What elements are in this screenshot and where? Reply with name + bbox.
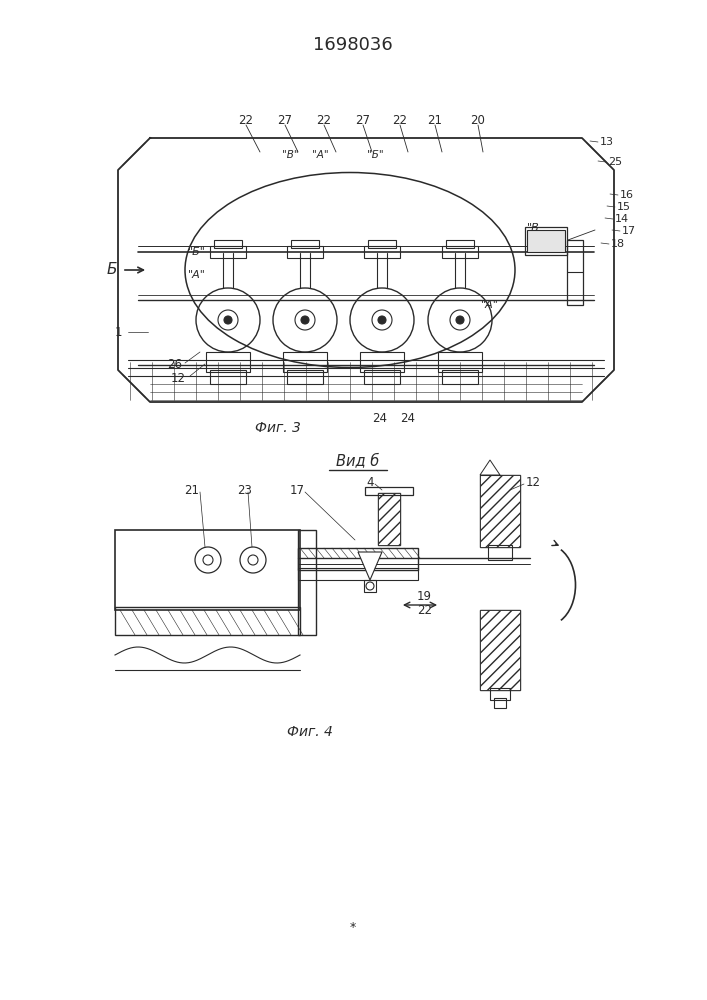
Polygon shape [480, 460, 500, 475]
Bar [438, 352, 482, 372]
Text: 23: 23 [238, 484, 252, 496]
Text: Фиг. 3: Фиг. 3 [255, 421, 301, 435]
Bar [494, 698, 506, 708]
Text: 14: 14 [615, 214, 629, 224]
Text: 1698036: 1698036 [313, 36, 393, 54]
Text: "Б": "Б" [188, 247, 206, 257]
Bar [206, 352, 250, 372]
Bar [442, 370, 478, 384]
Text: 12: 12 [526, 476, 541, 488]
Circle shape [224, 316, 232, 324]
Text: "Б": "Б" [367, 150, 383, 160]
Text: "А": "А" [188, 270, 206, 280]
Bar [298, 548, 418, 570]
Text: 12: 12 [170, 371, 185, 384]
Text: "В": "В" [281, 150, 298, 160]
Bar [364, 370, 400, 384]
Text: 25: 25 [608, 157, 622, 167]
Text: Б: Б [107, 262, 117, 277]
Text: "В: "В [527, 223, 539, 233]
Text: 4: 4 [366, 476, 374, 488]
Bar [364, 246, 400, 258]
Text: 16: 16 [620, 190, 634, 200]
Text: 27: 27 [278, 113, 293, 126]
Text: "А": "А" [481, 300, 499, 310]
Polygon shape [358, 552, 382, 580]
Bar [298, 530, 316, 635]
Circle shape [378, 316, 386, 324]
Text: 15: 15 [617, 202, 631, 212]
Bar [287, 246, 323, 258]
Bar [446, 240, 474, 248]
Text: 24: 24 [400, 412, 416, 424]
Bar [115, 607, 300, 635]
Text: "А": "А" [312, 150, 328, 160]
Text: 21: 21 [185, 484, 199, 496]
Bar [210, 246, 246, 258]
Text: Фиг. 4: Фиг. 4 [287, 725, 333, 739]
Bar [480, 475, 520, 547]
Bar [291, 240, 319, 248]
Text: 27: 27 [356, 113, 370, 126]
Bar [567, 240, 583, 305]
Bar [480, 610, 520, 690]
Bar [378, 493, 400, 545]
Bar [115, 530, 300, 610]
Text: 22: 22 [392, 113, 407, 126]
Bar [214, 240, 242, 248]
Text: 20: 20 [471, 113, 486, 126]
Circle shape [456, 316, 464, 324]
Bar [283, 352, 327, 372]
Bar [525, 227, 567, 255]
Text: 13: 13 [600, 137, 614, 147]
Text: Вид б: Вид б [337, 453, 380, 468]
Text: 22: 22 [317, 113, 332, 126]
Text: 21: 21 [428, 113, 443, 126]
Bar [364, 580, 376, 592]
Bar [368, 240, 396, 248]
Bar [298, 568, 418, 580]
Bar [210, 370, 246, 384]
Text: *: * [350, 922, 356, 934]
Text: 24: 24 [373, 412, 387, 424]
Bar [360, 352, 404, 372]
Bar [287, 370, 323, 384]
Text: 26: 26 [168, 359, 182, 371]
Text: 19: 19 [417, 590, 432, 603]
Text: 1: 1 [115, 326, 122, 338]
Circle shape [301, 316, 309, 324]
Text: 22: 22 [417, 603, 432, 616]
Bar [442, 246, 478, 258]
Text: 18: 18 [611, 239, 625, 249]
Bar [527, 230, 565, 252]
Bar [365, 487, 413, 495]
Bar [480, 610, 520, 690]
Bar [480, 475, 520, 547]
Bar [488, 545, 512, 560]
Text: 17: 17 [622, 226, 636, 236]
Text: 17: 17 [289, 484, 305, 496]
Bar [378, 493, 400, 545]
Text: 22: 22 [238, 113, 254, 126]
Bar [490, 688, 510, 700]
